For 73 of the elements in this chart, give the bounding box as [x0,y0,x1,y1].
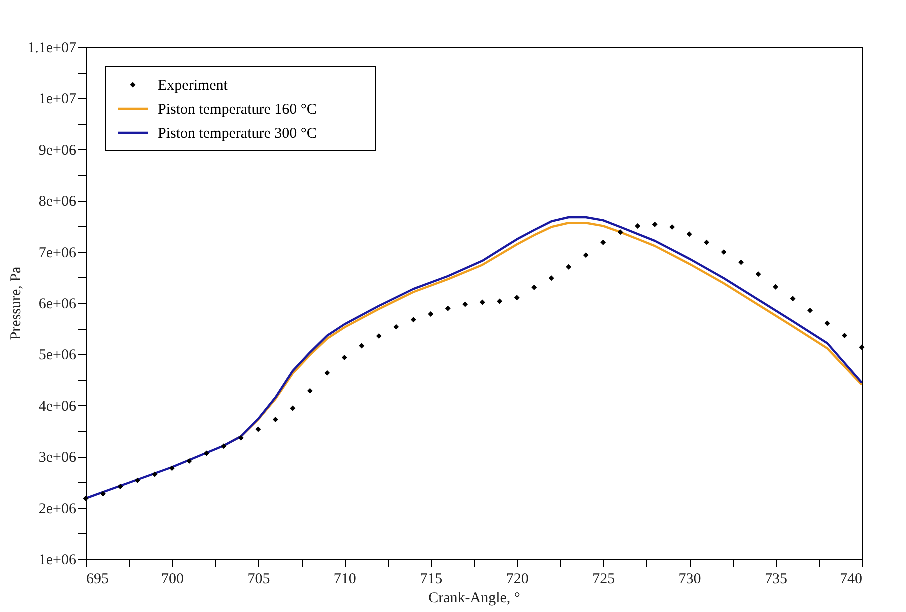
point [256,426,262,432]
y-tick-label: 6e+06 [38,296,77,312]
y-tick-label: 2e+06 [38,501,77,518]
point [652,222,658,228]
point [773,284,779,290]
line-series [84,216,864,500]
x-tick-label: 730 [678,572,702,588]
point [808,308,814,314]
point [635,223,641,229]
point [721,250,727,256]
point [307,388,313,394]
legend-label: Piston temperature 300 °C [158,126,317,142]
point [790,296,796,302]
point [324,370,330,376]
point [100,491,106,497]
x-tick-label: 710 [334,572,356,588]
y-tick-label: 5e+06 [38,348,77,364]
point [118,484,124,490]
point [480,300,486,306]
point [600,240,606,246]
y-tick-label: 8e+06 [38,194,77,210]
point [566,264,572,270]
x-tick-label: 705 [248,572,270,588]
y-tick-label: 4e+06 [38,398,77,415]
point [221,444,227,450]
point [497,298,503,304]
point [272,416,278,422]
point [738,260,744,266]
x-tick-label: 715 [420,572,443,588]
point [169,466,175,472]
point [756,272,762,278]
x-tick-label: 735 [765,572,788,588]
point [394,324,400,330]
legend-label: Piston temperature 160 °C [158,102,317,118]
point [704,240,710,246]
point [152,472,158,478]
point [134,478,140,484]
point [290,406,296,412]
x-tick-label: 700 [161,572,184,588]
point [686,232,692,238]
y-tick-label: 9e+06 [38,142,77,159]
point [548,276,554,282]
point [376,334,382,340]
point [410,317,416,323]
y-tick-label: 1e+06 [38,552,77,568]
y-tick-label: 3e+06 [38,450,77,466]
legend-label: Experiment [158,78,229,94]
point [83,496,89,502]
y-tick-label: 1e+07 [38,92,77,108]
x-tick-label: 720 [506,572,529,588]
point [428,312,434,318]
point [238,435,244,441]
point [204,450,210,456]
y-tick-label: 1.1e+07 [28,40,77,56]
point [186,458,192,464]
point [445,306,451,312]
y-tick-label: 7e+06 [38,245,77,262]
point [842,333,848,339]
point [359,343,365,349]
point [532,284,538,290]
y-axis-title: Pressure, Pa [8,266,25,340]
x-tick-label: 695 [86,572,109,588]
point [342,355,348,361]
point [859,344,865,350]
point [462,302,468,308]
x-axis-title: Crank-Angle, ° [428,590,520,606]
point [583,252,589,258]
x-tick-label: 740 [840,572,862,588]
point [670,224,676,230]
point [824,320,830,326]
x-tick-label: 725 [592,572,616,588]
point [618,230,624,236]
point [514,295,520,301]
